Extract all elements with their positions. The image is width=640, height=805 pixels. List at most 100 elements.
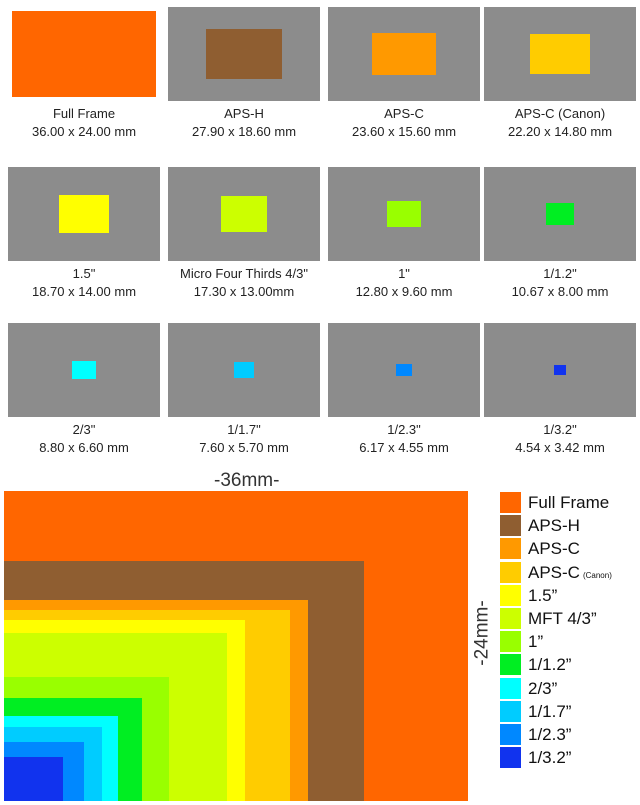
legend-swatch xyxy=(500,561,521,583)
legend-swatch xyxy=(500,515,521,537)
legend-label: APS-C xyxy=(528,538,580,559)
legend-swatch xyxy=(500,677,521,699)
nested-rectangles xyxy=(4,467,632,801)
sensor-caption: Full Frame 36.00 x 24.00 mm xyxy=(0,105,170,141)
sensor-name: 1/3.2" xyxy=(543,422,577,437)
legend-label: 2/3” xyxy=(528,678,557,699)
height-dimension-label: -24mm- xyxy=(471,600,493,666)
legend-label-text: 1/1.2” xyxy=(528,655,572,675)
legend-swatch xyxy=(500,584,521,606)
legend-item: 1/1.2” xyxy=(500,653,635,676)
legend-label: 1” xyxy=(528,631,543,652)
legend-swatch xyxy=(500,538,521,560)
legend-label-text: 1/1.7” xyxy=(528,701,572,721)
sensor-rectangle xyxy=(58,195,110,233)
legend-label-text: APS-C xyxy=(528,562,580,582)
sensor-tile-background xyxy=(484,323,636,417)
sensor-rectangle xyxy=(12,11,156,97)
sensor-name: Micro Four Thirds 4/3" xyxy=(180,266,308,281)
sensor-name: 1/2.3" xyxy=(387,422,421,437)
sensor-size-grid: Full Frame 36.00 x 24.00 mm APS-H 27.90 x 1… xyxy=(0,7,640,457)
sensor-name: Full Frame xyxy=(52,106,116,121)
sensor-rectangle xyxy=(220,196,268,232)
legend-label-text: 1” xyxy=(528,632,544,652)
sensor-caption: Micro Four Thirds 4/3" 17.30 x 13.00mm xyxy=(158,265,330,301)
sensor-tile-background xyxy=(168,167,320,261)
sensor-tile-background xyxy=(168,7,320,101)
sensor-dimensions: 4.54 x 3.42 mm xyxy=(515,440,605,455)
sensor-rectangle xyxy=(372,32,436,76)
sensor-caption: APS-H 27.90 x 18.60 mm xyxy=(158,105,330,141)
legend-label: 1/1.2” xyxy=(528,654,571,675)
sensor-caption: 2/3" 8.80 x 6.60 mm xyxy=(0,421,170,457)
legend-label-note: (Canon) xyxy=(582,570,612,580)
sensor-name: 2/3" xyxy=(72,422,96,437)
legend-swatch xyxy=(500,700,521,722)
sensor-caption: 1.5" 18.70 x 14.00 mm xyxy=(0,265,170,301)
sensor-name: APS-H xyxy=(224,106,264,121)
legend-label-text: APS-C xyxy=(528,539,580,559)
legend-label: 1/2.3” xyxy=(528,724,571,745)
legend-label-text: MFT 4/3” xyxy=(528,608,597,628)
legend-label-text: 1/2.3” xyxy=(528,724,572,744)
sensor-rectangle xyxy=(545,203,575,225)
sensor-caption: 1/1.7" 7.60 x 5.70 mm xyxy=(158,421,330,457)
legend-item: 1/3.2” xyxy=(500,746,635,769)
legend-label: MFT 4/3” xyxy=(528,608,597,629)
legend-item: Full Frame xyxy=(500,491,635,514)
legend-label: 1.5” xyxy=(528,585,557,606)
sensor-rectangle xyxy=(206,28,282,80)
sensor-dimensions: 36.00 x 24.00 mm xyxy=(31,124,137,139)
legend-label-text: 1.5” xyxy=(528,585,558,605)
legend-swatch xyxy=(500,747,521,769)
sensor-tile-background xyxy=(328,323,480,417)
legend-item: MFT 4/3” xyxy=(500,607,635,630)
sensor-rectangle xyxy=(530,34,590,74)
sensor-rectangle xyxy=(386,201,422,227)
sensor-name: 1/1.2" xyxy=(543,266,577,281)
legend-label: 1/3.2” xyxy=(528,747,571,768)
sensor-rectangle xyxy=(233,362,255,378)
sensor-caption: APS-C 23.60 x 15.60 mm xyxy=(318,105,490,141)
sensor-caption: APS-C (Canon) 22.20 x 14.80 mm xyxy=(474,105,640,141)
sensor-dimensions: 7.60 x 5.70 mm xyxy=(199,440,289,455)
sensor-dimensions: 8.80 x 6.60 mm xyxy=(39,440,129,455)
legend-swatch xyxy=(500,492,521,513)
sensor-rectangle xyxy=(553,365,567,375)
legend-item: 2/3” xyxy=(500,677,635,700)
sensor-dimensions: 10.67 x 8.00 mm xyxy=(511,284,609,299)
legend-item: APS-C (Canon) xyxy=(500,561,635,584)
sensor-tile-background xyxy=(8,167,160,261)
sensor-caption: 1" 12.80 x 9.60 mm xyxy=(318,265,490,301)
sensor-name: 1" xyxy=(398,266,410,281)
sensor-caption: 1/2.3" 6.17 x 4.55 mm xyxy=(318,421,490,457)
sensor-dimensions: 23.60 x 15.60 mm xyxy=(351,124,457,139)
legend-item: 1” xyxy=(500,630,635,653)
sensor-dimensions: 12.80 x 9.60 mm xyxy=(355,284,453,299)
legend: Full Frame APS-H APS-C APS-C (Canon) 1.5” MFT … xyxy=(500,491,635,769)
legend-item: APS-H xyxy=(500,514,635,537)
sensor-tile-background xyxy=(484,7,636,101)
sensor-caption: 1/3.2" 4.54 x 3.42 mm xyxy=(474,421,640,457)
legend-item: APS-C xyxy=(500,537,635,560)
sensor-rectangle xyxy=(395,363,413,377)
sensor-dimensions: 17.30 x 13.00mm xyxy=(193,284,295,299)
nested-sensor-rect xyxy=(4,756,63,801)
sensor-name: 1.5" xyxy=(72,266,96,281)
sensor-name: APS-C xyxy=(384,106,424,121)
legend-label-text: APS-H xyxy=(528,516,580,536)
sensor-caption: 1/1.2" 10.67 x 8.00 mm xyxy=(474,265,640,301)
sensor-tile-background xyxy=(8,7,160,101)
legend-label: Full Frame xyxy=(528,492,609,513)
sensor-tile-background xyxy=(484,167,636,261)
sensor-tile-background xyxy=(8,323,160,417)
legend-label: 1/1.7” xyxy=(528,701,571,722)
legend-swatch xyxy=(500,723,521,745)
sensor-name: APS-C (Canon) xyxy=(514,106,606,121)
sensor-tile-background xyxy=(328,7,480,101)
sensor-dimensions: 22.20 x 14.80 mm xyxy=(507,124,613,139)
nested-sensor-comparison: -36mm- -24mm- xyxy=(4,467,632,801)
legend-label: APS-H xyxy=(528,515,580,536)
legend-swatch xyxy=(500,654,521,676)
legend-item: 1/1.7” xyxy=(500,700,635,723)
